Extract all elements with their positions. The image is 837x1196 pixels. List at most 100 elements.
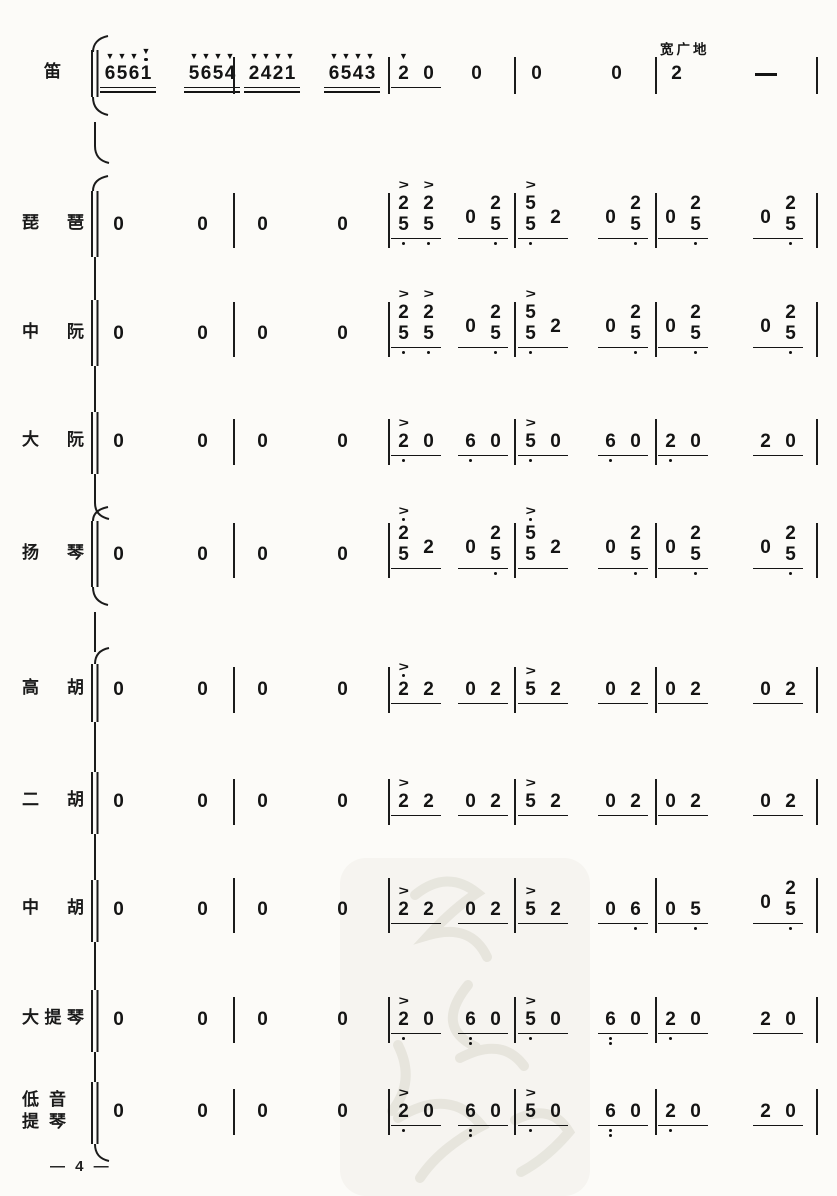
- note-digit: 2: [398, 899, 409, 920]
- beam-underline: [518, 1032, 568, 1035]
- barline: [233, 57, 235, 94]
- note-group: 0: [608, 44, 625, 84]
- octave-dots-below: [462, 458, 504, 463]
- note-digit: 0: [197, 899, 208, 920]
- barline: [655, 193, 657, 248]
- accent-accent-mark-icon: >: [525, 504, 536, 521]
- end-barline: [816, 667, 819, 713]
- note-digit: 0: [257, 214, 268, 235]
- note-token: >2 5: [420, 287, 437, 344]
- accent-tenuto-wedge-icon: ▼: [341, 51, 351, 61]
- note-token: >5 5: [522, 287, 539, 344]
- barline: [655, 523, 657, 578]
- note-token: >2: [395, 776, 412, 812]
- beam-underline: [184, 86, 240, 89]
- note-digit: 2: [398, 679, 409, 700]
- note-token: 0: [687, 431, 704, 452]
- barline: [388, 302, 390, 357]
- beam-underline: [658, 814, 708, 817]
- beam-underline: [753, 567, 803, 570]
- note-group: >5 2: [518, 768, 568, 817]
- note-token: 0: [662, 899, 679, 920]
- note-digit: 2: [398, 431, 409, 452]
- octave-dots-below: [522, 350, 564, 355]
- note-token: >5 5: [522, 504, 539, 566]
- barline: [655, 779, 657, 825]
- note-group: 0: [194, 179, 211, 235]
- note-digit: 0: [665, 207, 676, 228]
- note-digit: 0: [197, 323, 208, 344]
- barline: [655, 419, 657, 465]
- note-digit: 2: [398, 1101, 409, 1122]
- note-group: >2 2: [391, 656, 441, 705]
- accent-accent-mark-icon: >: [398, 286, 409, 301]
- note-digit: 5: [525, 899, 536, 920]
- note-digit: 2: [272, 63, 284, 84]
- barline: [655, 1089, 657, 1135]
- note-digit: 0: [465, 899, 476, 920]
- barline: [514, 667, 516, 713]
- note-token: ▼ 1: [284, 51, 296, 84]
- note-token: 2: [547, 899, 564, 920]
- note-group: 0: [194, 986, 211, 1030]
- note-token: 0: [757, 207, 774, 228]
- tempo-marking: 宽广地: [660, 42, 710, 57]
- note-group: 0: [334, 986, 351, 1030]
- barline: [655, 57, 657, 94]
- accent-tenuto-wedge-icon: ▼: [365, 51, 375, 61]
- octave-dots-below: [662, 350, 704, 355]
- beam-underline: [391, 1124, 441, 1127]
- note-digit: 0: [423, 63, 434, 84]
- barline: [233, 779, 235, 825]
- note-token: 0: [662, 679, 679, 700]
- barline: [655, 302, 657, 357]
- note-digit: 0: [337, 899, 348, 920]
- note-token: 2: [420, 679, 437, 700]
- barline: [514, 193, 516, 248]
- note-token: 0: [194, 544, 211, 565]
- note-digit: 0: [257, 791, 268, 812]
- note-token: >2: [395, 994, 412, 1030]
- note-group: ▼ 2 0: [391, 44, 441, 89]
- accent-accent-mark-icon: >: [398, 1085, 409, 1100]
- note-digit: 0: [760, 207, 771, 228]
- end-barline: [816, 193, 819, 248]
- note-token: 0: [110, 431, 127, 452]
- note-digit: 2: [550, 207, 561, 228]
- note-group: 0: [528, 44, 545, 84]
- note-token: 0: [547, 1009, 564, 1030]
- note-token: 0: [602, 316, 619, 337]
- note-token: 6: [602, 431, 619, 452]
- beam-underline: [658, 346, 708, 349]
- beam-underline: [324, 86, 380, 89]
- barline: [514, 302, 516, 357]
- note-digit: 0: [423, 1101, 434, 1122]
- note-group: 0: [254, 408, 271, 452]
- note-group: 0: [254, 768, 271, 812]
- dash-note: [754, 72, 777, 76]
- note-digit: 2: [550, 899, 561, 920]
- barline: [388, 779, 390, 825]
- note-token: 0: [254, 214, 271, 235]
- beam-underline: [458, 1032, 508, 1035]
- note-token: 0: [627, 1009, 644, 1030]
- note-token: ▼ 3: [364, 51, 376, 84]
- note-token: ▼ 2: [395, 51, 412, 84]
- note-digit: 0: [665, 679, 676, 700]
- end-barline: [816, 779, 819, 825]
- note-group: 0: [334, 179, 351, 235]
- octave-dots-below: [662, 241, 704, 246]
- note-group: 0: [110, 288, 127, 344]
- accent-accent-mark-icon: >: [525, 993, 536, 1008]
